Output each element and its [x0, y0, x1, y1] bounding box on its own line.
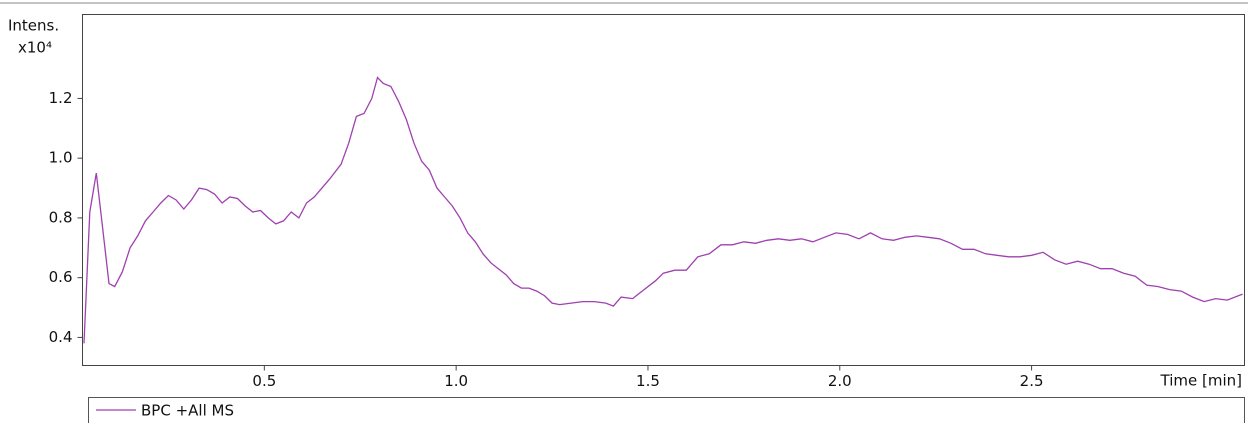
y-axis-title: Intens.	[8, 17, 59, 35]
y-tick-label: 1.2	[49, 89, 73, 107]
y-axis-scale: x10⁴	[18, 39, 52, 57]
x-tick-label: 1.0	[444, 372, 468, 390]
y-tick-label: 0.4	[49, 328, 73, 346]
legend-label: BPC +All MS	[141, 402, 234, 420]
x-tick-label: 1.5	[636, 372, 660, 390]
x-tick-label: 2.5	[1020, 372, 1044, 390]
y-tick-label: 0.6	[49, 268, 73, 286]
trace	[83, 76, 1243, 344]
plot-frame	[82, 14, 1245, 366]
y-tick-label: 1.0	[49, 149, 73, 167]
x-tick-label: 0.5	[252, 372, 276, 390]
legend-box	[88, 397, 1245, 423]
y-tick-label: 0.8	[49, 208, 73, 226]
x-tick-label: 2.0	[828, 372, 852, 390]
x-axis-title: Time [min]	[1160, 372, 1242, 390]
